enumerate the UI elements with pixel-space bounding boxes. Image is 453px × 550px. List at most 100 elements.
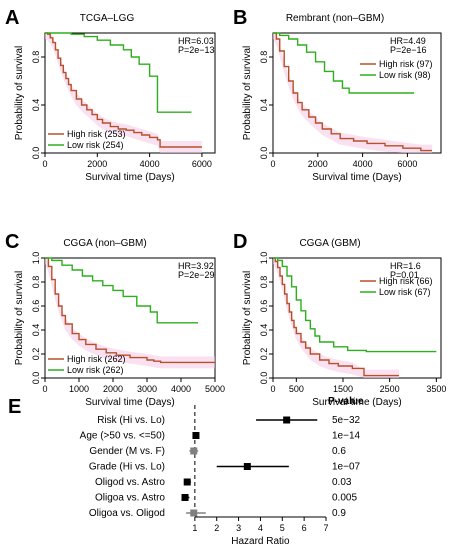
x-tick-label: 3000 [137, 384, 157, 394]
p-value-text: P=2e−29 [178, 270, 215, 280]
x-tick-label: 4 [258, 523, 263, 533]
survival-curve-high-risk [273, 32, 433, 152]
y-tick-label: 0.0 [31, 372, 41, 385]
plot-frame [272, 257, 442, 379]
legend: High risk (66)Low risk (67) [360, 276, 433, 297]
x-tick-label: 3 [236, 523, 241, 533]
x-tick-label: 4000 [140, 159, 160, 169]
panel-c: C CGGA (non–GBM) 0.0 0.2 0.4 0.6 0.8 1.0 0 1000 20… [5, 231, 225, 408]
hazard-ratio-point [190, 509, 198, 517]
survival-curve-high-risk [45, 257, 215, 364]
forest-row-label: Risk (Hi vs. Lo) [97, 415, 165, 426]
hazard-ratio-text: HR=3.92 [178, 261, 214, 271]
x-tick-label: 0 [270, 384, 275, 394]
plot-frame [44, 32, 216, 154]
y-tick-label: 0.6 [31, 300, 41, 313]
forest-row-label: Oligod vs. Astro [95, 477, 165, 488]
x-tick-label: 6000 [397, 159, 417, 169]
confidence-band [45, 258, 215, 369]
survival-curve-high-risk [273, 257, 399, 377]
y-tick-label: 0.4 [259, 324, 269, 337]
x-tick-label: 4000 [171, 384, 191, 394]
hazard-ratio-point [183, 478, 191, 486]
y-tick-label: 0.6 [259, 300, 269, 313]
survival-curve-low-risk [45, 32, 192, 113]
y-tick-label: 0.2 [31, 348, 41, 361]
y-tick-label: 0.8 [31, 276, 41, 289]
survival-curve-low-risk [273, 257, 437, 353]
p-value: 0.03 [332, 477, 352, 488]
x-tick-label: 2000 [87, 159, 107, 169]
panel-title: CGGA (non–GBM) [63, 238, 146, 249]
y-tick-label: 0.2 [259, 348, 269, 361]
p-value-text: P=0.01 [390, 270, 419, 280]
panel-letter: E [8, 396, 21, 418]
panel-d: D CGGA (GBM) 0.0 0.2 0.4 0.6 0.8 1.0 0 500 1500 250… [233, 231, 446, 408]
survival-curve-low-risk [273, 32, 415, 94]
legend-label: Low risk (98) [379, 70, 431, 80]
x-tick-label: 4000 [353, 159, 373, 169]
x-tick-label: 1000 [69, 384, 89, 394]
p-value: 0.9 [332, 508, 346, 519]
y-axis-label: Probability of survival [14, 271, 25, 365]
legend-label: Low risk (67) [379, 287, 431, 297]
forest-row-label: Oligoa vs. Astro [95, 493, 165, 504]
panel-e: E 1 2 3 4 5 6 7 Hazard Ratio P-value Risk (Hi vs. … [8, 396, 364, 547]
legend: High risk (97)Low risk (98) [360, 59, 433, 80]
x-tick-label: 1 [192, 523, 197, 533]
hazard-ratio-point [192, 432, 200, 439]
panel-title: TCGA–LGG [80, 13, 135, 24]
legend-label: High risk (262) [67, 354, 126, 364]
x-axis-label: Survival time (Days) [85, 397, 174, 408]
y-tick-label: 0.4 [259, 99, 269, 112]
y-tick-label: 1.0 [31, 252, 41, 265]
p-value: 1e−07 [332, 462, 361, 473]
p-value: 0.6 [332, 446, 346, 457]
panel-title: CGGA (GBM) [299, 238, 360, 249]
legend-label: Low risk (262) [67, 365, 124, 375]
survival-curve-high-risk [45, 32, 202, 148]
hazard-ratio-text: HR=4.49 [390, 36, 426, 46]
hazard-ratio-text: HR=6.03 [178, 36, 214, 46]
hazard-ratio-point [190, 447, 198, 455]
panel-b: B Rembrant (non–GBM) 0.0 0.4 0.8 0 2000 4000 600… [233, 7, 442, 183]
y-axis-label: Probability of survival [14, 46, 25, 140]
x-tick-label: 1500 [333, 384, 353, 394]
plot-frame [44, 257, 216, 379]
p-value-text: P=2e−16 [390, 45, 427, 55]
p-value-text: P=2e−13 [178, 45, 215, 55]
x-tick-label: 6 [302, 523, 307, 533]
plot-frame [272, 32, 442, 154]
x-axis-label: Survival time (Days) [312, 397, 401, 408]
x-axis-label: Survival time (Days) [85, 172, 174, 183]
panel-a: A TCGA–LGG 0.0 0.4 0.8 0 2000 4000 6000 Survival … [5, 7, 216, 183]
forest-row-label: Oligoa vs. Oligod [89, 508, 165, 519]
x-tick-label: 0 [42, 384, 47, 394]
x-tick-label: 3500 [426, 384, 446, 394]
legend: High risk (262)Low risk (262) [48, 354, 126, 375]
p-value: 0.005 [332, 493, 357, 504]
x-tick-label: 2000 [308, 159, 328, 169]
forest-row-label: Gender (M vs. F) [89, 446, 165, 457]
y-axis-label: Probability of survival [242, 46, 253, 140]
x-tick-label: 2000 [103, 384, 123, 394]
x-axis-label: Hazard Ratio [231, 536, 290, 547]
hazard-ratio-point [181, 494, 189, 501]
p-value: 1e−14 [332, 431, 361, 442]
panel-letter: A [5, 7, 19, 29]
p-value-header: P-value [328, 396, 364, 407]
forest-row-label: Age (>50 vs. <=50) [80, 431, 165, 442]
legend-label: Low risk (254) [67, 140, 124, 150]
p-value: 5e−32 [332, 415, 361, 426]
x-tick-label: 0 [42, 159, 47, 169]
y-axis-label: Probability of survival [242, 271, 253, 365]
forest-row-label: Grade (Hi vs. Lo) [89, 462, 165, 473]
x-tick-label: 2500 [380, 384, 400, 394]
hazard-ratio-text: HR=1.6 [390, 261, 421, 271]
legend-label: High risk (66) [379, 276, 433, 286]
confidence-band [273, 33, 433, 153]
x-tick-label: 5000 [205, 384, 225, 394]
x-tick-label: 0 [270, 159, 275, 169]
x-tick-label: 500 [289, 384, 304, 394]
